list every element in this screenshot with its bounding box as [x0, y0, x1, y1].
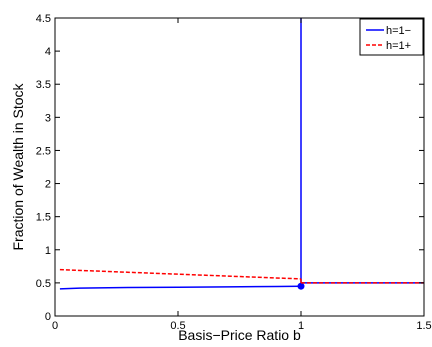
x-tick-label: 1 [298, 320, 304, 332]
y-tick-label: 4 [45, 46, 51, 58]
x-tick-label: 0.5 [170, 320, 185, 332]
series-1-line-segment-0 [59, 268, 302, 280]
y-tick-label: 0 [45, 311, 51, 323]
axis-tick-labels: 0 0.5 1 1.5 0 0.5 1 1.5 2 2.5 3 3.5 4 4.5 [36, 13, 432, 332]
x-tick-label: 0 [52, 320, 58, 332]
y-tick-label: 1.5 [36, 212, 51, 224]
y-tick-label: 2.5 [36, 145, 51, 157]
y-tick-label: 1 [45, 245, 51, 257]
legend-box [359, 18, 424, 56]
y-tick-label: 2 [45, 179, 51, 191]
series-0-marker [297, 282, 305, 290]
legend: h=1− h=1+ [359, 18, 424, 56]
legend-label-h1-minus: h=1− [386, 25, 411, 37]
series-0-line-segment-0 [59, 285, 302, 290]
legend-label-h1-plus: h=1+ [386, 40, 411, 52]
y-axis-label: Fraction of Wealth in Stock [10, 82, 26, 250]
x-tick-label: 1.5 [416, 320, 431, 332]
y-tick-label: 0.5 [36, 278, 51, 290]
y-tick-label: 4.5 [36, 13, 51, 25]
y-tick-label: 3 [45, 112, 51, 124]
y-tick-label: 3.5 [36, 79, 51, 91]
plot-area-frame [54, 17, 425, 317]
x-axis-label: Basis−Price Ratio b [178, 327, 301, 343]
